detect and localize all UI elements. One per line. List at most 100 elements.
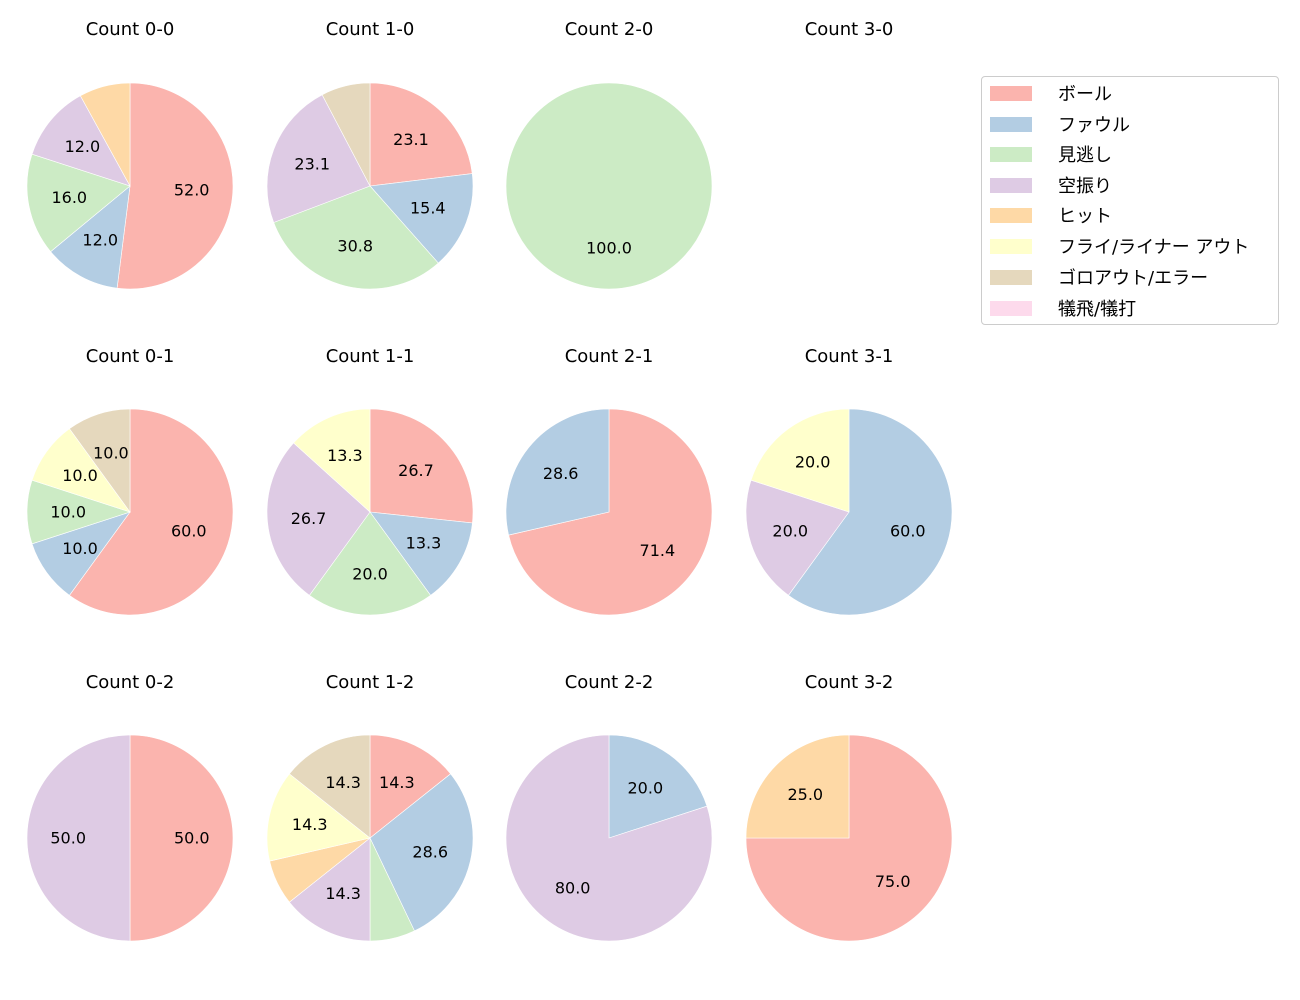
slice-value-label: 20.0	[795, 453, 831, 472]
pie-count-1-0: Count 1-0 23.1 15.4 30.8 23.1	[266, 19, 474, 290]
slice-value-label: 20.0	[628, 779, 664, 798]
pie-slice	[745, 479, 850, 596]
legend-item-foul: ファウル	[990, 112, 1130, 136]
legend-swatch	[990, 116, 1032, 132]
pie-slice	[69, 408, 234, 616]
pie-count-2-0: Count 2-0 100.0	[505, 19, 713, 290]
slice-value-label: 50.0	[174, 829, 210, 848]
slice-value-label: 10.0	[93, 444, 129, 463]
slice-value-label: 71.4	[640, 541, 676, 560]
slice-value-label: 15.4	[410, 198, 446, 217]
legend-swatch	[990, 177, 1032, 193]
legend-item-hit: ヒット	[990, 203, 1112, 227]
pie-slice	[369, 173, 474, 264]
slice-value-label: 14.3	[379, 773, 415, 792]
legend-label: ヒット	[1058, 206, 1112, 227]
legend-swatch	[990, 238, 1032, 254]
slice-value-label: 30.8	[337, 237, 373, 256]
pie-title: Count 0-2	[86, 672, 175, 693]
slice-value-label: 50.0	[50, 829, 86, 848]
pie-slice	[266, 94, 371, 223]
slice-value-label: 75.0	[875, 872, 911, 891]
legend-label: ファウル	[1058, 115, 1130, 136]
slice-value-label: 14.3	[292, 815, 328, 834]
pie-title: Count 3-2	[805, 672, 894, 693]
pie-count-2-2: Count 2-2 20.0 80.0	[505, 672, 713, 942]
pie-slice	[508, 408, 713, 616]
legend-item-fly-liner-out: フライ/ライナー アウト	[990, 234, 1249, 258]
pie-slice	[26, 734, 131, 942]
pie-count-3-0: Count 3-0	[805, 19, 894, 40]
pie-slice	[266, 773, 371, 862]
pie-slice	[369, 408, 474, 524]
slice-value-label: 14.3	[325, 773, 361, 792]
slice-value-label: 13.3	[327, 446, 363, 465]
legend: ボール ファウル 見逃し 空振り ヒット フライ/ライナー アウト ゴロアウト/…	[981, 76, 1279, 325]
slice-value-label: 28.6	[543, 464, 579, 483]
pie-slice	[273, 185, 439, 290]
pie-count-0-1: Count 0-1 60.0 10.0 10.0 10.0 10.0	[26, 346, 234, 616]
legend-swatch	[990, 85, 1032, 101]
slice-value-label: 16.0	[51, 188, 87, 207]
pie-count-3-1: Count 3-1 60.0 20.0 20.0	[745, 346, 953, 616]
legend-item-swinging-strike: 空振り	[990, 173, 1112, 197]
pie-count-1-2: Count 1-2 14.3 28.6 14.3 14.3 14.3	[266, 672, 474, 942]
slice-value-label: 52.0	[174, 180, 210, 199]
slice-value-label: 10.0	[62, 539, 98, 558]
pie-slice	[129, 734, 234, 942]
slice-value-label: 60.0	[171, 522, 207, 541]
pie-slice	[309, 511, 431, 616]
pie-title: Count 0-0	[86, 19, 175, 40]
pie-count-2-1: Count 2-1 71.4 28.6	[505, 346, 713, 616]
legend-swatch	[990, 300, 1032, 316]
pie-slice	[608, 734, 708, 839]
pie-slice	[293, 408, 371, 513]
legend-label: 空振り	[1058, 176, 1112, 197]
legend-item-ball: ボール	[990, 81, 1112, 105]
slice-value-label: 28.6	[412, 842, 448, 861]
pie-count-0-0: Count 0-0 52.0 12.0 16.0 12.0	[26, 19, 234, 290]
pie-title: Count 2-2	[565, 672, 654, 693]
pie-slice	[750, 408, 850, 513]
pie-slice	[788, 408, 953, 616]
slice-value-label: 10.0	[50, 503, 86, 522]
slice-value-label: 14.3	[325, 884, 361, 903]
slice-value-label: 13.3	[406, 533, 442, 552]
slice-value-label: 20.0	[772, 522, 808, 541]
legend-item-ground-out-error: ゴロアウト/エラー	[990, 265, 1208, 289]
slice-value-label: 60.0	[890, 522, 926, 541]
pie-title: Count 1-2	[326, 672, 415, 693]
slice-value-label: 80.0	[555, 878, 591, 897]
pie-slice	[369, 734, 452, 839]
pie-slice	[505, 734, 713, 942]
pie-slice	[369, 511, 473, 596]
legend-swatch	[990, 207, 1032, 223]
legend-label: 犠飛/犠打	[1058, 299, 1137, 320]
slice-value-label: 10.0	[62, 466, 98, 485]
pie-slice	[50, 185, 131, 289]
pie-count-1-1: Count 1-1 26.7 13.3 20.0 26.7 13.3	[266, 346, 474, 616]
pie-slice	[69, 408, 131, 513]
pie-slice	[745, 734, 953, 942]
pie-slice	[505, 408, 610, 536]
pie-slice	[116, 82, 234, 290]
legend-item-sacrifice: 犠飛/犠打	[990, 296, 1136, 320]
pie-title: Count 3-1	[805, 346, 894, 367]
legend-item-called-strike: 見逃し	[990, 142, 1112, 166]
pie-slice	[79, 82, 131, 187]
pie-slice	[31, 95, 131, 187]
pie-title: Count 3-0	[805, 19, 894, 40]
legend-label: ボール	[1058, 84, 1112, 105]
slice-value-label: 12.0	[82, 231, 118, 250]
pie-count-0-2: Count 0-2 50.0 50.0	[26, 672, 234, 942]
legend-label: 見逃し	[1058, 145, 1112, 166]
pie-slice	[26, 153, 131, 253]
pie-slice	[505, 82, 713, 290]
pie-slice	[266, 442, 371, 596]
pie-title: Count 0-1	[86, 346, 175, 367]
pie-title: Count 2-0	[565, 19, 654, 40]
slice-value-label: 20.0	[352, 564, 388, 583]
pie-slice	[745, 734, 850, 839]
pie-count-3-2: Count 3-2 75.0 25.0	[745, 672, 953, 942]
